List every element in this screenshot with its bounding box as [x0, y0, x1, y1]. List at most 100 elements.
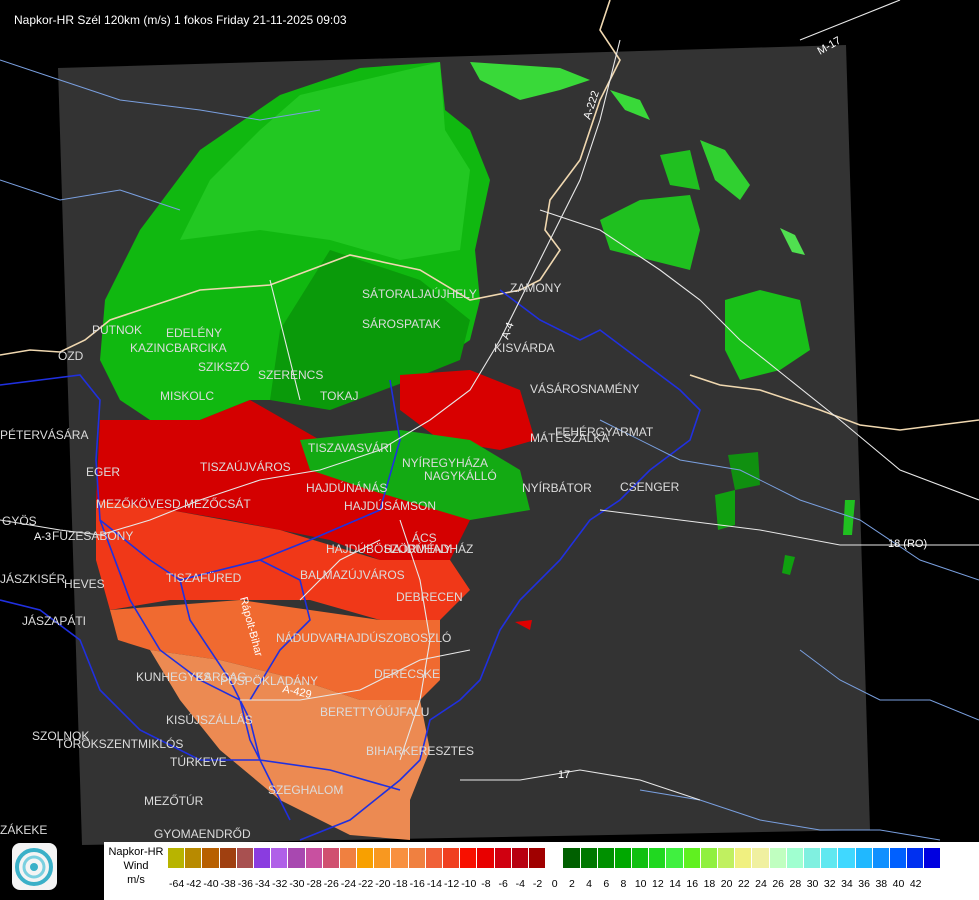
legend-swatch [425, 848, 443, 868]
echo-cell-ne-2 [600, 195, 700, 270]
legend-tick-label: -22 [358, 878, 374, 890]
legend-swatch [872, 848, 890, 868]
place-label: KISVÁRDA [494, 340, 555, 355]
legend-name-line1: Napkor-HR [108, 846, 164, 858]
legend-tick-label: 10 [634, 878, 647, 890]
legend-tick-label: 30 [806, 878, 819, 890]
place-label: BERETTYÓÚJFALU [320, 704, 429, 719]
legend-swatch [632, 848, 650, 868]
legend-tick-label: -40 [203, 878, 219, 890]
roads [0, 0, 979, 801]
echo-cell-ne-4 [700, 140, 750, 200]
place-label: GYÖS [2, 514, 37, 528]
legend-swatch [339, 848, 358, 868]
legend-swatch [718, 848, 736, 868]
place-label: PÉTERVÁSÁRA [0, 427, 88, 442]
legend-tick-label: -36 [237, 878, 253, 890]
place-label: HEVES [64, 577, 105, 591]
legend-unit: m/s [127, 874, 145, 886]
place-label: CSENGER [620, 480, 680, 494]
road-label: A-429 [281, 683, 312, 701]
legend-tick-label: 42 [909, 878, 922, 890]
place-label: NYÍRBÁTOR [522, 480, 592, 495]
legend-tick-label: 34 [841, 878, 853, 890]
legend-tick-label: -26 [323, 878, 339, 890]
echo-cell-ne-6 [610, 90, 650, 120]
legend-swatches [168, 848, 942, 868]
legend-swatch [528, 848, 547, 868]
legend-tick-label: -30 [289, 878, 305, 890]
legend-tick-label: -8 [481, 878, 491, 890]
place-label: PUTNOK [92, 323, 142, 337]
legend-tick-label: -20 [375, 878, 391, 890]
place-label: BALMAZÚJVÁROS [300, 567, 405, 582]
legend-swatch [580, 848, 598, 868]
place-label: EDELÉNY [166, 325, 222, 340]
country-border [0, 0, 621, 356]
legend-tick-label: 14 [669, 878, 681, 890]
legend-swatch [889, 848, 908, 868]
legend-tick-label: -24 [340, 878, 357, 890]
legend-swatch [219, 848, 237, 868]
echo-cell-ne-3 [660, 150, 700, 190]
place-label: SÁROSPATAK [362, 316, 441, 331]
legend-swatch [408, 848, 426, 868]
legend-swatch [391, 848, 409, 868]
place-label: HAJDÚSZOBOSZLÓ [338, 630, 451, 645]
legend-tick-label: 4 [586, 878, 593, 890]
napkor-logo-icon [12, 843, 57, 890]
place-label: TOKAJ [320, 389, 358, 403]
country-border-east [689, 374, 979, 431]
legend-tick-label: -16 [409, 878, 425, 890]
legend-tick-label: 0 [551, 878, 558, 890]
legend-tick-label: -34 [254, 878, 271, 890]
place-label: FÜZESABONY [52, 529, 133, 543]
place-label: ZAMONY [510, 281, 561, 295]
echo-green-core [270, 250, 470, 410]
place-label: GYOMAENDRŐD [154, 826, 251, 841]
legend-swatch [168, 848, 186, 868]
place-label: KAZINCBARCIKA [130, 341, 227, 355]
place-label: SZOLNOK [32, 729, 89, 743]
legend-tick-label: 8 [620, 878, 627, 890]
echo-green-east [300, 430, 530, 520]
legend-tick-label: -18 [392, 878, 408, 890]
place-label: EGER [86, 465, 120, 479]
legend-tick-label: 38 [875, 878, 888, 890]
place-label: KUNHEGYES [136, 670, 211, 684]
echo-cell-e-4 [782, 555, 795, 575]
echo-orangered [96, 500, 470, 620]
legend-tick-label: -38 [220, 878, 236, 890]
legend-swatch [511, 848, 529, 868]
legend-tick-label: -6 [498, 878, 508, 890]
county-borders [0, 289, 701, 841]
road-label: 17 [558, 769, 570, 781]
place-label: MISKOLC [160, 389, 214, 403]
legend-swatch [236, 848, 254, 868]
echo-green-top [180, 62, 470, 260]
legend-tick-label: 6 [603, 878, 610, 890]
echo-cell-e-3 [843, 500, 855, 535]
place-label: MEZŐCSÁT [184, 496, 251, 511]
legend-tick-label: -14 [426, 878, 442, 890]
echo-cell-e-1 [728, 452, 760, 490]
echo-cell-ne-1 [470, 62, 590, 100]
legend-swatch [460, 848, 478, 868]
legend-swatch [907, 848, 925, 868]
place-label: TISZAFÜRED [166, 571, 242, 585]
legend-swatch [546, 848, 564, 868]
place-label: VÁSÁROSNAMÉNY [530, 381, 639, 396]
legend-tick-label: -2 [532, 878, 543, 890]
legend-swatch [683, 848, 701, 868]
place-label: DERECSKE [374, 667, 440, 681]
place-label: SZEGHALOM [268, 783, 343, 797]
legend-tick-label: 2 [568, 878, 575, 890]
legend-swatch [271, 848, 289, 868]
legend-tick-label: -10 [461, 878, 477, 890]
legend-swatch [666, 848, 684, 868]
place-label: NYÍREGYHÁZA [402, 455, 488, 470]
rivers [0, 59, 979, 841]
place-label: MEZŐKÖVESD [96, 496, 181, 511]
place-label: TÖRÖKSZENTMIKLÓS [56, 736, 183, 751]
legend-swatch [649, 848, 667, 868]
